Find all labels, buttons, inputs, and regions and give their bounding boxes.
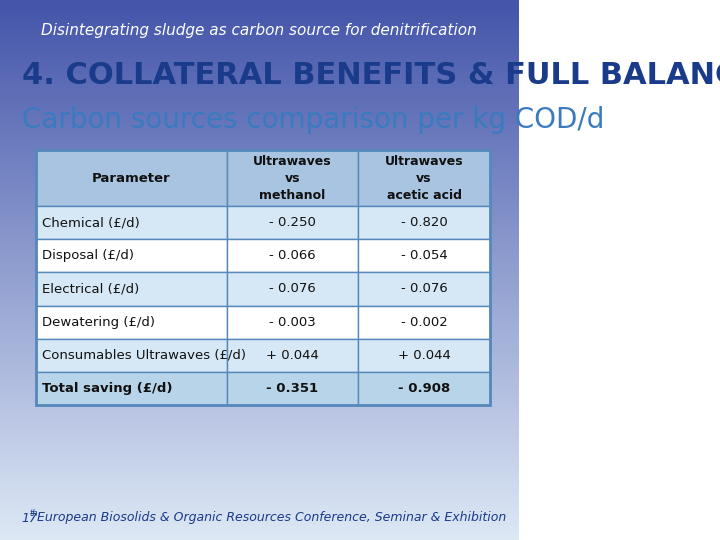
Text: Disposal (£/d): Disposal (£/d) — [42, 249, 134, 262]
Bar — [227, 306, 359, 339]
Text: - 0.908: - 0.908 — [398, 382, 450, 395]
Text: Chemical (£/d): Chemical (£/d) — [42, 216, 140, 229]
Bar — [36, 372, 227, 405]
Text: - 0.351: - 0.351 — [266, 382, 318, 395]
Bar — [227, 239, 359, 272]
Text: Carbon sources comparison per kg COD/d: Carbon sources comparison per kg COD/d — [22, 106, 604, 134]
Text: European Biosolids & Organic Resources Conference, Seminar & Exhibition: European Biosolids & Organic Resources C… — [33, 511, 506, 524]
Text: Ultrawaves
vs
acetic acid: Ultrawaves vs acetic acid — [384, 154, 464, 201]
Bar — [36, 272, 227, 306]
Bar — [227, 150, 359, 206]
Text: Electrical (£/d): Electrical (£/d) — [42, 282, 139, 295]
Bar — [359, 339, 490, 372]
Bar — [359, 306, 490, 339]
Text: - 0.820: - 0.820 — [400, 216, 447, 229]
Text: - 0.066: - 0.066 — [269, 249, 316, 262]
Text: Parameter: Parameter — [92, 172, 171, 185]
Text: + 0.044: + 0.044 — [266, 349, 319, 362]
Text: Total saving (£/d): Total saving (£/d) — [42, 382, 172, 395]
Text: th: th — [30, 510, 38, 518]
Text: Consumables Ultrawaves (£/d): Consumables Ultrawaves (£/d) — [42, 349, 246, 362]
Bar — [36, 239, 227, 272]
Text: Ultrawaves
vs
methanol: Ultrawaves vs methanol — [253, 154, 332, 201]
Bar — [359, 150, 490, 206]
Bar — [359, 372, 490, 405]
Text: - 0.076: - 0.076 — [400, 282, 447, 295]
Text: - 0.003: - 0.003 — [269, 315, 316, 329]
Bar — [36, 306, 227, 339]
Text: - 0.076: - 0.076 — [269, 282, 316, 295]
Bar — [227, 372, 359, 405]
Text: 4. COLLATERAL BENEFITS & FULL BALANCE: 4. COLLATERAL BENEFITS & FULL BALANCE — [22, 60, 720, 90]
Text: - 0.250: - 0.250 — [269, 216, 316, 229]
Text: Dewatering (£/d): Dewatering (£/d) — [42, 315, 155, 329]
Bar — [227, 206, 359, 239]
Bar — [36, 339, 227, 372]
Bar — [359, 272, 490, 306]
Text: - 0.054: - 0.054 — [400, 249, 447, 262]
Text: + 0.044: + 0.044 — [397, 349, 451, 362]
Bar — [227, 339, 359, 372]
Text: Disintegrating sludge as carbon source for denitrification: Disintegrating sludge as carbon source f… — [42, 23, 477, 37]
Bar — [36, 150, 227, 206]
Bar — [227, 272, 359, 306]
Bar — [359, 206, 490, 239]
Bar — [36, 206, 227, 239]
Bar — [359, 239, 490, 272]
Text: 17: 17 — [22, 511, 37, 524]
Bar — [36, 150, 490, 405]
Text: - 0.002: - 0.002 — [400, 315, 447, 329]
